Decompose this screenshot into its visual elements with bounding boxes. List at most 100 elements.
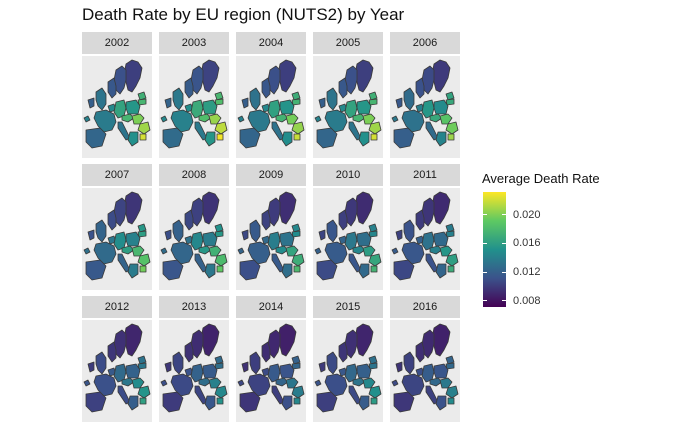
nuts2-region-9: [202, 99, 218, 115]
nuts2-region-5: [326, 87, 338, 111]
nuts2-region-18: [314, 247, 322, 255]
europe-choropleth-map: [160, 59, 228, 149]
nuts2-region-11: [275, 377, 289, 387]
nuts2-region-9: [279, 99, 295, 115]
nuts2-region-13: [368, 253, 382, 267]
nuts2-region-16: [393, 259, 415, 281]
nuts2-region-15: [117, 253, 131, 273]
nuts2-region-3: [291, 223, 301, 233]
nuts2-region-10: [401, 373, 425, 397]
nuts2-region-0: [123, 191, 143, 225]
map-panel-2009: 2009: [236, 164, 306, 290]
nuts2-region-3: [214, 91, 224, 101]
nuts2-region-2: [107, 209, 117, 231]
nuts2-region-13: [137, 253, 151, 267]
nuts2-region-11: [121, 113, 135, 123]
nuts2-region-11: [121, 377, 135, 387]
nuts2-region-10: [93, 109, 117, 133]
nuts2-region-16: [239, 391, 261, 413]
map-panel-2007: 2007: [82, 164, 152, 290]
nuts2-region-9: [125, 99, 141, 115]
nuts2-region-6: [164, 361, 172, 373]
nuts2-region-13: [291, 253, 305, 267]
nuts2-region-0: [277, 323, 297, 357]
facet-strip-label: 2016: [390, 296, 460, 318]
nuts2-region-9: [356, 99, 372, 115]
nuts2-region-13: [214, 121, 228, 135]
facet-strip-label: 2004: [236, 32, 306, 54]
nuts2-region-3: [445, 355, 455, 365]
nuts2-region-12: [285, 245, 299, 257]
nuts2-region-17: [204, 395, 216, 411]
map-panel-2013: 2013: [159, 296, 229, 422]
nuts2-region-2: [184, 209, 194, 231]
nuts2-region-15: [194, 121, 208, 141]
nuts2-region-15: [117, 385, 131, 405]
nuts2-region-10: [324, 109, 348, 133]
facet-strip-label: 2002: [82, 32, 152, 54]
map-plot-area: [390, 188, 460, 290]
nuts2-region-17: [358, 131, 370, 147]
nuts2-region-6: [395, 229, 403, 241]
nuts2-region-3: [368, 91, 378, 101]
nuts2-region-3: [214, 223, 224, 233]
nuts2-region-18: [391, 115, 399, 123]
nuts2-region-12: [208, 377, 222, 389]
nuts2-region-18: [160, 115, 168, 123]
nuts2-region-0: [354, 59, 374, 93]
nuts2-region-16: [316, 259, 338, 281]
legend-title: Average Death Rate: [482, 171, 600, 186]
europe-choropleth-map: [83, 323, 151, 413]
nuts2-region-6: [395, 97, 403, 109]
europe-choropleth-map: [83, 59, 151, 149]
nuts2-region-15: [425, 121, 439, 141]
map-panel-2004: 2004: [236, 32, 306, 158]
legend-tick-label: 0.020: [513, 208, 541, 221]
nuts2-region-2: [261, 209, 271, 231]
nuts2-region-0: [431, 59, 451, 93]
nuts2-region-5: [403, 351, 415, 375]
nuts2-region-9: [356, 363, 372, 379]
europe-choropleth-map: [391, 59, 459, 149]
nuts2-region-14: [293, 265, 301, 273]
nuts2-region-13: [214, 253, 228, 267]
nuts2-region-18: [237, 115, 245, 123]
nuts2-region-5: [326, 351, 338, 375]
nuts2-region-11: [198, 377, 212, 387]
nuts2-region-16: [239, 259, 261, 281]
map-panel-2015: 2015: [313, 296, 383, 422]
nuts2-region-18: [391, 247, 399, 255]
map-plot-area: [390, 56, 460, 158]
nuts2-region-6: [241, 97, 249, 109]
nuts2-region-10: [93, 373, 117, 397]
legend-tick-label: 0.016: [513, 237, 541, 250]
nuts2-region-15: [271, 253, 285, 273]
nuts2-region-14: [216, 265, 224, 273]
nuts2-region-9: [356, 231, 372, 247]
nuts2-region-11: [429, 377, 443, 387]
facet-strip-label: 2007: [82, 164, 152, 186]
facet-strip-label: 2003: [159, 32, 229, 54]
nuts2-region-0: [200, 191, 220, 225]
nuts2-region-3: [291, 355, 301, 365]
nuts2-region-18: [237, 247, 245, 255]
nuts2-region-0: [200, 59, 220, 93]
nuts2-region-10: [247, 109, 271, 133]
nuts2-region-5: [172, 87, 184, 111]
map-panel-2003: 2003: [159, 32, 229, 158]
nuts2-region-12: [439, 245, 453, 257]
nuts2-region-17: [127, 395, 139, 411]
nuts2-region-2: [184, 341, 194, 363]
map-panel-2016: 2016: [390, 296, 460, 422]
nuts2-region-13: [445, 385, 459, 399]
map-plot-area: [159, 56, 229, 158]
map-panel-2002: 2002: [82, 32, 152, 158]
nuts2-region-12: [131, 113, 145, 125]
nuts2-region-3: [137, 355, 147, 365]
nuts2-region-13: [368, 385, 382, 399]
map-plot-area: [236, 56, 306, 158]
nuts2-region-5: [326, 219, 338, 243]
nuts2-region-17: [281, 395, 293, 411]
nuts2-region-17: [127, 263, 139, 279]
nuts2-region-12: [362, 113, 376, 125]
